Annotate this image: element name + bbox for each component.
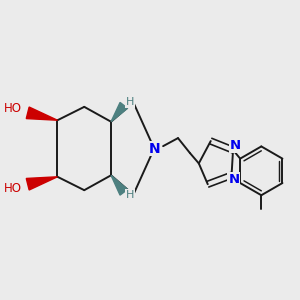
Text: HO: HO [4,182,22,195]
Text: H: H [126,98,135,107]
Polygon shape [26,107,58,120]
Text: HO: HO [4,102,22,115]
Text: H: H [126,190,135,200]
Text: N: N [228,173,239,186]
Polygon shape [111,102,128,122]
Polygon shape [26,177,58,190]
Polygon shape [111,175,128,195]
Text: N: N [148,142,160,155]
Text: N: N [230,139,241,152]
